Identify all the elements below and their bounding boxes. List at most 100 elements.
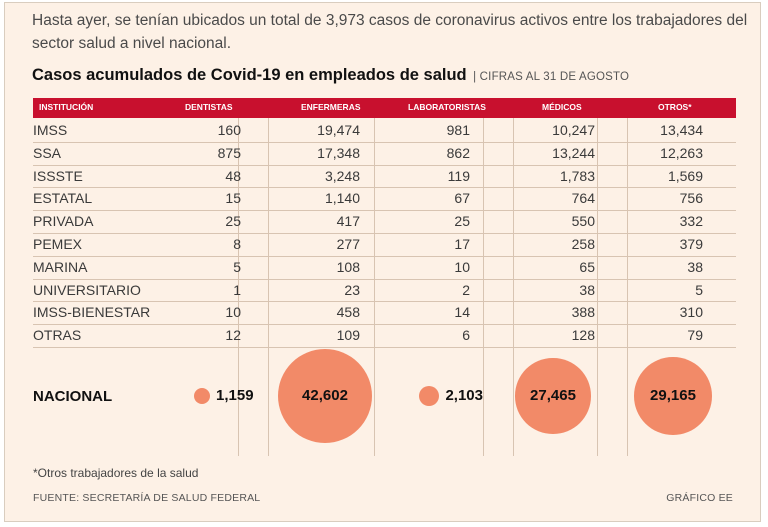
row-divider: [33, 301, 736, 303]
row-divider: [33, 187, 736, 189]
total-value: 29,165: [650, 387, 696, 404]
table-cell: 12: [225, 327, 241, 344]
credit-text: GRÁFICO EE: [666, 492, 733, 504]
total-value: 2,103: [445, 387, 483, 404]
table-cell: 5: [695, 281, 703, 298]
table-cell: 19,474: [317, 122, 360, 138]
table-cell: 108: [336, 258, 360, 275]
column-header-5: OTROS*: [658, 102, 692, 112]
chart-subtitle: | CIFRAS AL 31 DE AGOSTO: [473, 71, 630, 83]
row-label: ISSSTE: [33, 167, 83, 184]
table-cell: 67: [454, 190, 470, 207]
column-header-0: INSTITUCIÓN: [39, 102, 94, 112]
column-divider: [627, 118, 628, 456]
column-header-1: DENTISTAS: [185, 102, 233, 112]
table-cell: 756: [679, 190, 703, 207]
column-divider: [597, 118, 598, 456]
chart-title-row: Casos acumulados de Covid-19 en empleado…: [32, 66, 629, 85]
total-bubble: [418, 385, 440, 407]
table-cell: 379: [679, 236, 703, 252]
row-divider: [33, 233, 736, 234]
row-label: PRIVADA: [33, 213, 94, 230]
row-divider: [33, 347, 736, 348]
table-cell: 13,434: [660, 122, 703, 138]
table-cell: 862: [446, 144, 470, 161]
row-divider: [33, 210, 736, 212]
table-cell: 17,348: [317, 144, 360, 161]
row-label: PEMEX: [33, 236, 83, 252]
column-header-4: MÉDICOS: [542, 102, 582, 112]
table-cell: 258: [571, 236, 595, 252]
total-bubble: [515, 358, 591, 434]
table-cell: 310: [679, 304, 703, 321]
table-cell: 6: [462, 327, 470, 344]
row-divider: [33, 141, 736, 143]
column-header-3: LABORATORISTAS: [408, 102, 486, 112]
total-bubble: [634, 357, 712, 435]
table-cell: 79: [687, 327, 703, 344]
source-text: FUENTE: SECRETARÍA DE SALUD FEDERAL: [33, 492, 261, 504]
table-cell: 10,247: [552, 122, 595, 138]
table-cell: 17: [454, 236, 470, 252]
table-cell: 14: [454, 304, 470, 321]
table-cell: 1,783: [559, 167, 595, 184]
total-bubble: [194, 388, 210, 404]
row-label: MARINA: [33, 258, 88, 275]
column-divider: [374, 118, 375, 456]
table-header: INSTITUCIÓN DENTISTAS ENFERMERAS LABORATORI…: [33, 98, 736, 118]
table-cell: 109: [336, 327, 360, 344]
table-cell: 25: [454, 213, 470, 230]
table-cell: 65: [579, 258, 595, 275]
total-value: 27,465: [530, 387, 576, 404]
table-cell: 764: [571, 190, 595, 207]
column-divider: [238, 118, 239, 456]
row-label: ESTATAL: [33, 190, 93, 207]
column-header-2: ENFERMERAS: [301, 102, 361, 112]
table-cell: 128: [571, 327, 595, 344]
table-cell: 417: [336, 213, 360, 230]
table-cell: 1,140: [324, 190, 360, 207]
column-divider: [483, 118, 484, 456]
table-cell: 875: [217, 144, 241, 161]
row-divider: [33, 278, 736, 280]
row-divider: [33, 324, 736, 326]
row-label: OTRAS: [33, 327, 82, 344]
table-cell: 10: [225, 304, 241, 321]
table-cell: 48: [225, 167, 241, 184]
row-divider: [33, 255, 736, 257]
total-value: 42,602: [302, 387, 348, 404]
table-cell: 13,244: [552, 144, 595, 161]
row-label: SSA: [33, 144, 62, 161]
table-cell: 5: [233, 258, 241, 275]
table-cell: 277: [336, 236, 360, 252]
table-cell: 23: [344, 281, 360, 298]
column-divider: [268, 118, 269, 456]
table-cell: 550: [571, 213, 595, 230]
table-cell: 25: [225, 213, 241, 230]
row-divider: [33, 164, 736, 166]
table-cell: 3,248: [324, 167, 360, 184]
chart-title: Casos acumulados de Covid-19 en empleado…: [32, 66, 467, 84]
column-divider: [513, 118, 514, 456]
table-cell: 1,569: [667, 167, 703, 184]
table-cell: 2: [462, 281, 470, 298]
table-cell: 8: [233, 236, 241, 252]
table-cell: 119: [447, 167, 470, 184]
table-cell: 458: [336, 304, 360, 321]
table-cell: 332: [679, 213, 703, 230]
total-bubble: [278, 349, 372, 443]
total-value: 1,159: [216, 387, 254, 404]
table-cell: 10: [454, 258, 470, 275]
table-cell: 38: [687, 258, 703, 275]
table-cell: 981: [446, 122, 470, 138]
table-cell: 38: [579, 281, 595, 298]
row-label: UNIVERSITARIO: [33, 281, 141, 298]
infographic-card: Hasta ayer, se tenían ubicados un total …: [4, 2, 761, 522]
total-label: NACIONAL: [33, 388, 113, 405]
row-label: IMSS-BIENESTAR: [33, 304, 151, 321]
table-cell: 160: [217, 122, 241, 138]
intro-text: Hasta ayer, se tenían ubicados un total …: [32, 12, 748, 52]
table-cell: 1: [233, 281, 241, 298]
table-cell: 12,263: [660, 144, 703, 161]
footnote: *Otros trabajadores de la salud: [33, 466, 199, 480]
